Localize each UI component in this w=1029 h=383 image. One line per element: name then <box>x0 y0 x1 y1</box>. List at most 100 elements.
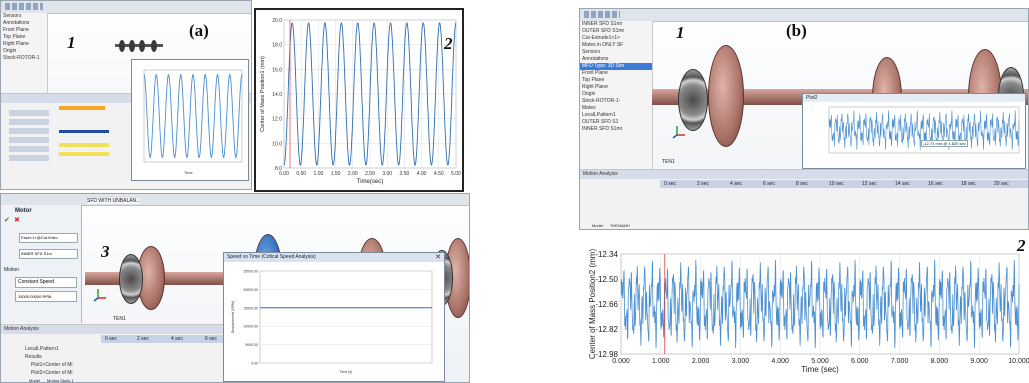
cad-toolbar-a1[interactable] <box>1 1 251 14</box>
x-tick-label: 3.000 <box>732 358 750 365</box>
tree-item[interactable]: INNER SFD S1mr <box>582 126 623 132</box>
tree-item[interactable]: MFD Type: 3D Sim <box>580 63 652 70</box>
toolbar-icons[interactable] <box>584 11 620 18</box>
timeline-bottom-tabs[interactable]: Model THENAMH <box>592 223 630 229</box>
timeline-list[interactable]: LocalLPattern1 Results Plot1<Center of M… <box>25 345 73 377</box>
timeline-bottom-tabs[interactable]: Model Motion Study 1 <box>29 378 74 383</box>
inset-plot-b1[interactable]: Plot2 -12.74 mm @ 4.820 sec <box>802 93 1026 169</box>
y-tick-label: 12.0 <box>272 117 282 123</box>
axis-triad-icon <box>672 126 685 139</box>
x-tick-label: 2.000 <box>692 358 710 365</box>
timeline-tree[interactable] <box>9 110 49 189</box>
feature-tree-a1[interactable]: Sensors Annotations Front Plane Top Plan… <box>1 13 48 93</box>
tree-item[interactable]: Mates <box>582 105 596 111</box>
y-tick-label: 5000.00 <box>245 343 258 347</box>
tree-item[interactable]: OUTER SFD S1 <box>582 119 619 125</box>
inset-annotation: -12.74 mm @ 4.820 sec <box>921 140 968 147</box>
tree-item[interactable]: Origin <box>3 48 17 54</box>
inset-plot-a1[interactable]: Time <box>131 59 249 181</box>
step-number-1b: 1 <box>676 23 685 42</box>
series-line <box>620 259 1020 349</box>
cad-toolbar-b1[interactable] <box>580 9 1028 22</box>
tree-item[interactable]: Annotations <box>582 56 609 62</box>
tab-thenamh[interactable]: THENAMH <box>609 223 630 228</box>
tab-model[interactable]: Model <box>29 378 40 383</box>
x-tick-label: 2.50 <box>365 171 375 177</box>
motion-timeline-b1[interactable]: Motion Analysis 0 sec 2 sec 4 sec 6 sec 8 se… <box>580 169 1028 229</box>
panel-label-a: (a) <box>189 21 209 40</box>
x-tick-label: 0.000 <box>612 358 630 365</box>
timeline-bar-yellow[interactable] <box>59 152 109 156</box>
timeline-bar-blue[interactable] <box>59 130 109 133</box>
motor-component-field[interactable]: INNER SFD S1m <box>19 249 78 259</box>
axis-triad-icon <box>93 289 106 302</box>
tree-item[interactable]: Annotations <box>3 20 30 26</box>
speed-plot-title: Speed vs Time (Critical Speed Analysis) <box>224 253 444 262</box>
speed-mode-select[interactable]: Constant Speed <box>15 277 77 288</box>
motor-property-panel[interactable]: Motor ✔ ✖ Face<1>@Cut-Extru INNER SFD S1… <box>1 205 82 323</box>
tree-item[interactable]: Top Plane <box>3 34 26 40</box>
x-tick-label: 1.000 <box>652 358 670 365</box>
tree-item[interactable]: Stock-ROTOR-1 <box>3 55 40 61</box>
x-tick-label: 4.50 <box>434 171 444 177</box>
y-tick-label: -12.82 <box>595 325 618 334</box>
timeline-item[interactable]: LocalLPattern1 <box>25 346 59 352</box>
timeline-tab-motion[interactable]: Motion Analysis <box>583 171 618 177</box>
timeline-item[interactable]: Plot2<Center of Mi <box>31 370 73 376</box>
timeline-sec: 0 sec <box>105 336 117 342</box>
series-line <box>283 22 457 166</box>
tree-item[interactable]: Cut-Extrude1<1> <box>582 35 621 41</box>
speed-plot-window[interactable]: Speed vs Time (Critical Speed Analysis) … <box>223 252 445 382</box>
tree-item[interactable]: LocalLPattern1 <box>582 112 616 118</box>
component-label: TEN1 <box>113 316 126 322</box>
tree-item[interactable]: Stock-ROTOR-1- <box>582 98 621 104</box>
x-tick-label: 4.00 <box>417 171 427 177</box>
x-tick-label: 7.000 <box>891 358 909 365</box>
timeline-sec: 8 sec <box>796 181 808 187</box>
x-tick-label: 5.00 <box>451 171 461 177</box>
tree-item[interactable]: Sensors <box>582 49 601 55</box>
close-icon[interactable]: ✖ <box>14 217 20 224</box>
inset-plot-a1-svg <box>143 69 243 163</box>
tree-item[interactable]: Sensors <box>3 13 22 19</box>
tab-motion-study[interactable]: Motion Study 1 <box>47 378 74 383</box>
x-axis-label: Time (sec) <box>801 365 839 374</box>
tree-item[interactable]: Right Plane <box>3 41 29 47</box>
tree-item[interactable]: Top Plane <box>582 77 605 83</box>
timeline-item[interactable]: Results <box>25 354 42 360</box>
tree-item[interactable]: Front Plane <box>582 70 608 76</box>
motor-mass-field[interactable]: Face<1>@Cut-Extru <box>19 233 78 243</box>
timeline-tab-motion[interactable]: Motion Analysis <box>4 326 39 332</box>
inset-plot-a1-xlabel: Time <box>184 170 193 175</box>
y-axis-label: Displacement (RPM) <box>231 301 235 333</box>
cad-window-a1: Sensors Annotations Front Plane Top Plan… <box>0 0 252 190</box>
timeline-sec: 2 sec <box>137 336 149 342</box>
tree-item[interactable]: INNER SFD S1mr <box>582 21 623 27</box>
speed-value-input[interactable]: 15000.00000 RPM <box>15 291 77 302</box>
close-icon[interactable]: ✕ <box>435 254 441 261</box>
step-number-1: 1 <box>67 33 76 52</box>
tree-item[interactable]: OUTER SFD S1mr <box>582 28 625 34</box>
component-label: TEN1 <box>662 159 675 165</box>
check-icon[interactable]: ✔ <box>4 217 10 224</box>
toolbar-icons[interactable] <box>5 3 43 10</box>
feature-tree-b1[interactable]: INNER SFD S1mr OUTER SFD S1mr Cut-Extrude1… <box>580 21 653 171</box>
sfd-header-label: SFD WITH UNBALAN... <box>87 198 141 204</box>
timeline-sec: 10 sec <box>829 181 844 187</box>
tree-item[interactable]: Origin <box>582 91 596 97</box>
tab-model[interactable]: Model <box>592 223 603 228</box>
timeline-sec: 16 sec <box>928 181 943 187</box>
timeline-sec: 6 sec <box>205 336 217 342</box>
timeline-header <box>1 94 251 103</box>
tree-item[interactable]: Right Plane <box>582 84 608 90</box>
motion-timeline-a3[interactable]: Motion Analysis 0 sec 2 sec 4 sec 6 sec … <box>1 324 231 383</box>
plot-panel-b2[interactable]: -12.34 -12.50 -12.66 -12.82 -12.98 0.000 1.000… <box>579 232 1029 383</box>
x-axis-label: Time(sec) <box>357 179 383 185</box>
tree-item[interactable]: Front Plane <box>3 27 29 33</box>
x-tick-label: 1.00 <box>314 171 324 177</box>
tree-item[interactable]: Mates in ONLY SF <box>582 42 624 48</box>
plot-panel-a2[interactable]: 20.0 18.0 16.0 14.0 12.0 10.0 8.0 0.00 0.50 1.00 1… <box>254 8 464 192</box>
center-of-mass-plot-1: 20.0 18.0 16.0 14.0 12.0 10.0 8.00.00 0.50 1.00 1… <box>260 18 461 185</box>
timeline-bar-yellow[interactable] <box>59 143 109 147</box>
timeline-item[interactable]: Plot1<Center of Mi <box>31 362 73 368</box>
